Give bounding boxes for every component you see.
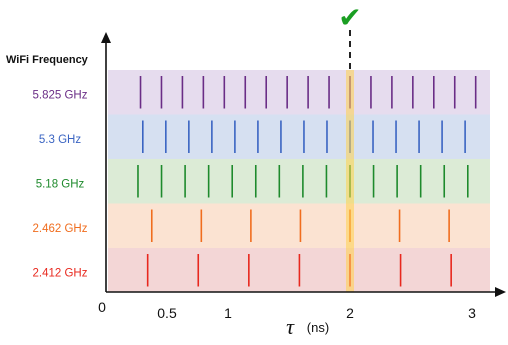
frequency-label: 2.412 GHz	[33, 267, 88, 279]
frequency-label: 5.18 GHz	[36, 178, 85, 190]
checkmark-icon: ✔	[338, 1, 361, 34]
frequency-label: 5.825 GHz	[33, 89, 88, 101]
x-tick-label: 3	[468, 305, 476, 321]
y-axis-title: WiFi Frequency	[6, 54, 89, 66]
x-tick-label: 0.5	[157, 305, 177, 321]
band-2-462-ghz	[108, 204, 490, 249]
x-axis-symbol: τ	[286, 314, 295, 339]
x-axis-unit: (ns)	[307, 320, 329, 335]
band-5-18-ghz	[108, 159, 490, 204]
x-tick-label: 0	[98, 299, 106, 315]
highlight-band	[346, 70, 354, 293]
band-5-825-ghz	[108, 70, 490, 115]
x-tick-label: 2	[346, 305, 354, 321]
y-axis-arrow-icon	[101, 32, 111, 43]
frequency-label: 2.462 GHz	[33, 223, 88, 235]
x-axis-arrow-icon	[495, 287, 506, 297]
x-tick-label: 1	[224, 305, 232, 321]
frequency-labels: 5.825 GHz 5.3 GHz 5.18 GHz 2.462 GHz 2.412 G…	[33, 89, 88, 279]
frequency-label: 5.3 GHz	[39, 134, 81, 146]
